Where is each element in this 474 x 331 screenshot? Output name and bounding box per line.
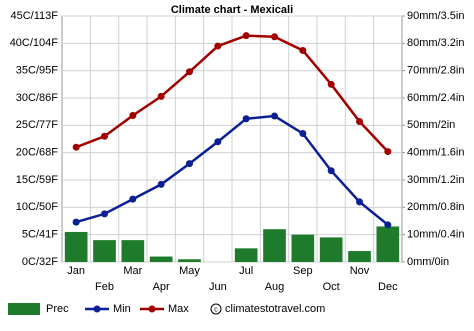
legend-label: Min bbox=[113, 303, 131, 315]
x-tick-label: Oct bbox=[323, 281, 340, 293]
marker bbox=[157, 180, 165, 188]
y-tick-label: 10C/50F bbox=[16, 201, 58, 213]
marker bbox=[327, 167, 335, 175]
y2-tick-label: 20mm/0.8in bbox=[407, 201, 464, 213]
source: climatestotravel.com bbox=[225, 303, 325, 315]
x-tick-label: Nov bbox=[350, 265, 370, 277]
marker bbox=[356, 198, 363, 206]
bar bbox=[149, 256, 173, 262]
y2-tick-label: 80mm/3.2in bbox=[407, 37, 464, 49]
marker bbox=[72, 218, 80, 226]
x-tick-label: Mar bbox=[123, 265, 142, 277]
marker bbox=[214, 138, 222, 146]
x-tick-label: Apr bbox=[153, 281, 170, 293]
x-tick-label: Dec bbox=[378, 281, 398, 293]
y2-tick-label: 50mm/2in bbox=[407, 119, 455, 131]
y2-tick-label: 30mm/1.2in bbox=[407, 174, 464, 186]
marker bbox=[242, 32, 250, 40]
marker bbox=[356, 118, 363, 126]
y2-tick-label: 10mm/0.4in bbox=[407, 229, 464, 241]
y-tick-label: 20C/68F bbox=[16, 147, 58, 159]
legend-label: Max bbox=[168, 303, 189, 315]
marker bbox=[327, 80, 335, 88]
bar bbox=[263, 229, 286, 262]
y-tick-label: 30C/86F bbox=[16, 92, 58, 104]
x-tick-label: Aug bbox=[265, 281, 285, 293]
bar bbox=[348, 251, 371, 262]
marker bbox=[129, 195, 137, 203]
marker bbox=[271, 112, 278, 120]
bar bbox=[234, 248, 258, 262]
marker bbox=[101, 132, 108, 140]
marker bbox=[299, 46, 307, 54]
x-tick-label: Jan bbox=[67, 265, 85, 277]
y2-tick-label: 60mm/2.4in bbox=[407, 92, 464, 104]
y-tick-label: 45C/113F bbox=[11, 10, 59, 22]
bar bbox=[64, 231, 88, 262]
legend-marker bbox=[148, 305, 156, 313]
y-tick-label: 35C/95F bbox=[16, 65, 58, 77]
bar bbox=[291, 234, 315, 262]
bar bbox=[93, 240, 116, 262]
y-tick-label: 40C/104F bbox=[10, 37, 59, 49]
bar bbox=[319, 237, 343, 262]
marker bbox=[242, 115, 250, 123]
y2-tick-label: 0mm/0in bbox=[407, 256, 449, 268]
legend-label: Prec bbox=[46, 303, 69, 315]
x-tick-label: Sep bbox=[293, 265, 313, 277]
marker bbox=[186, 160, 193, 168]
x-tick-label: Jul bbox=[239, 265, 253, 277]
marker bbox=[271, 33, 278, 41]
y-tick-label: 5C/41F bbox=[22, 229, 58, 241]
copyright-icon bbox=[210, 303, 222, 315]
chart-title: Climate chart - Mexicali bbox=[171, 4, 293, 16]
bar bbox=[376, 226, 400, 262]
y2-tick-label: 70mm/2.8in bbox=[407, 65, 464, 77]
marker bbox=[129, 111, 137, 119]
x-tick-label: Feb bbox=[95, 281, 114, 293]
marker bbox=[186, 68, 193, 76]
y-tick-label: 0C/32F bbox=[22, 256, 58, 268]
marker bbox=[72, 143, 80, 151]
y-tick-label: 15C/59F bbox=[16, 174, 58, 186]
marker bbox=[157, 92, 165, 100]
bar bbox=[121, 240, 145, 262]
marker bbox=[299, 130, 307, 138]
y2-tick-label: 90mm/3.5in bbox=[407, 10, 464, 22]
bar bbox=[178, 259, 201, 262]
legend-swatch bbox=[8, 303, 40, 315]
y2-tick-label: 40mm/1.6in bbox=[407, 147, 464, 159]
y-tick-label: 25C/77F bbox=[16, 119, 58, 131]
marker bbox=[101, 210, 108, 218]
legend-marker bbox=[93, 305, 101, 313]
marker bbox=[214, 42, 222, 50]
line bbox=[75, 34, 389, 153]
x-tick-label: May bbox=[179, 265, 200, 277]
copyright-letter: c bbox=[214, 306, 218, 313]
marker bbox=[384, 221, 392, 229]
x-tick-label: Jun bbox=[209, 281, 227, 293]
marker bbox=[384, 148, 392, 156]
line bbox=[75, 114, 389, 226]
